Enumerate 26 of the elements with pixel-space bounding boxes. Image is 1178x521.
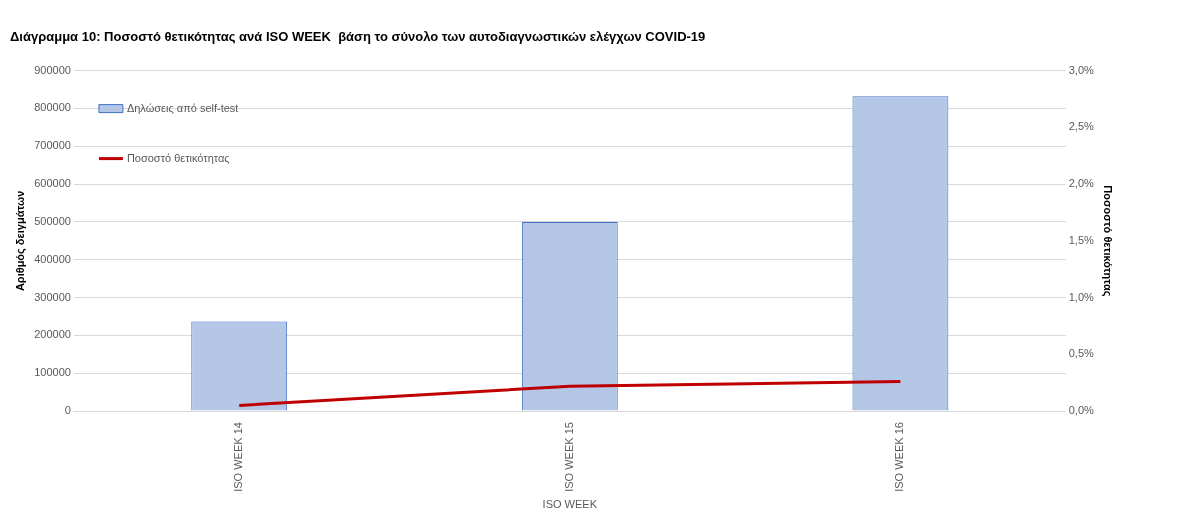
y2-tick-label: 1,5% xyxy=(1068,233,1095,246)
y-tick-label: 0 xyxy=(64,404,71,417)
y-tick-label: 800000 xyxy=(34,101,71,114)
y-tick-label: 900000 xyxy=(34,63,71,76)
y-tick-label: 500000 xyxy=(34,214,71,227)
y-tick-label: 600000 xyxy=(34,177,71,190)
y2-tick-label: 2,5% xyxy=(1068,120,1095,133)
y2-tick-label: 0,0% xyxy=(1068,404,1095,417)
y2-tick-label: 2,0% xyxy=(1068,177,1095,190)
x-tick-label: ISO WEEK 15 xyxy=(562,422,575,492)
chart-title: Διάγραμμα 10: Ποσοστό θετικότητας ανά ISO WEEK βάση το σύνολο των αυτοδιαγνωστικών ελέγχων COVID-19 xyxy=(10,29,706,45)
y-tick-label: 300000 xyxy=(34,290,71,303)
y2-tick-label: 1,0% xyxy=(1068,290,1095,303)
x-tick-label: ISO WEEK 16 xyxy=(893,422,906,492)
x-axis-title: ISO WEEK xyxy=(542,498,598,511)
x-tick-label: ISO WEEK 14 xyxy=(232,422,245,492)
y-tick-label: 400000 xyxy=(34,252,71,265)
y-tick-label: 200000 xyxy=(34,328,71,341)
legend-label: Δηλώσεις από self-test xyxy=(126,101,239,114)
y-axis-title: Αριθμός δειγμάτων xyxy=(13,190,27,292)
y2-axis-title: Ποσοστό θετικότητας xyxy=(1101,185,1115,297)
y2-tick-label: 0,5% xyxy=(1068,347,1095,360)
y-tick-label: 700000 xyxy=(34,139,71,152)
legend-label: Ποσοστό θετικότητας xyxy=(126,151,230,164)
y-tick-label: 100000 xyxy=(34,366,71,379)
y2-tick-label: 3,0% xyxy=(1068,63,1095,76)
